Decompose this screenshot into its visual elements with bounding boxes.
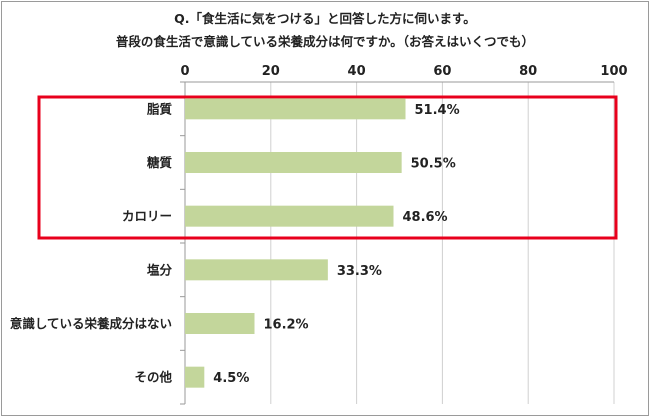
bar xyxy=(185,152,402,173)
highlight-box xyxy=(37,95,618,240)
data-label: 4.5% xyxy=(213,371,249,386)
chart-title: Q.「食生活に気をつける」と回答した方に伺います。 普段の食生活で意識している栄… xyxy=(116,11,534,49)
category-label: 意識している栄養成分はない xyxy=(10,316,172,331)
value-labels: 51.4% 50.5% 48.6% 33.3% 16.2% 4.5% xyxy=(213,103,459,386)
data-label: 48.6% xyxy=(402,210,447,225)
data-label: 16.2% xyxy=(263,318,308,333)
bar xyxy=(185,259,328,281)
x-tick-label: 0 xyxy=(180,64,189,79)
bar xyxy=(185,205,394,227)
x-tick-label: 80 xyxy=(519,64,537,79)
data-label: 51.4% xyxy=(415,103,460,118)
category-label: その他 xyxy=(134,370,172,385)
bar xyxy=(185,366,205,388)
title-line-2: 普段の食生活で意識している栄養成分は何ですか。（お答えはいくつでも） xyxy=(116,34,534,49)
title-line-1: Q.「食生活に気をつける」と回答した方に伺います。 xyxy=(174,11,476,26)
category-label: 脂質 xyxy=(146,101,173,116)
x-tick-label: 40 xyxy=(348,64,366,79)
data-label: 33.3% xyxy=(337,264,382,279)
category-label: カロリー xyxy=(122,209,172,224)
gridlines xyxy=(180,81,615,405)
bars xyxy=(185,98,406,388)
x-tick-label: 100 xyxy=(600,64,627,79)
data-label: 50.5% xyxy=(411,157,456,172)
bar xyxy=(185,313,255,334)
category-label: 糖質 xyxy=(147,155,173,170)
x-axis-ticks: 0 20 40 60 80 100 xyxy=(180,64,627,79)
x-tick-label: 60 xyxy=(433,64,451,79)
category-label: 塩分 xyxy=(147,262,173,277)
bar xyxy=(185,98,406,120)
x-tick-label: 20 xyxy=(262,64,280,79)
highlight-box-group xyxy=(37,95,618,240)
